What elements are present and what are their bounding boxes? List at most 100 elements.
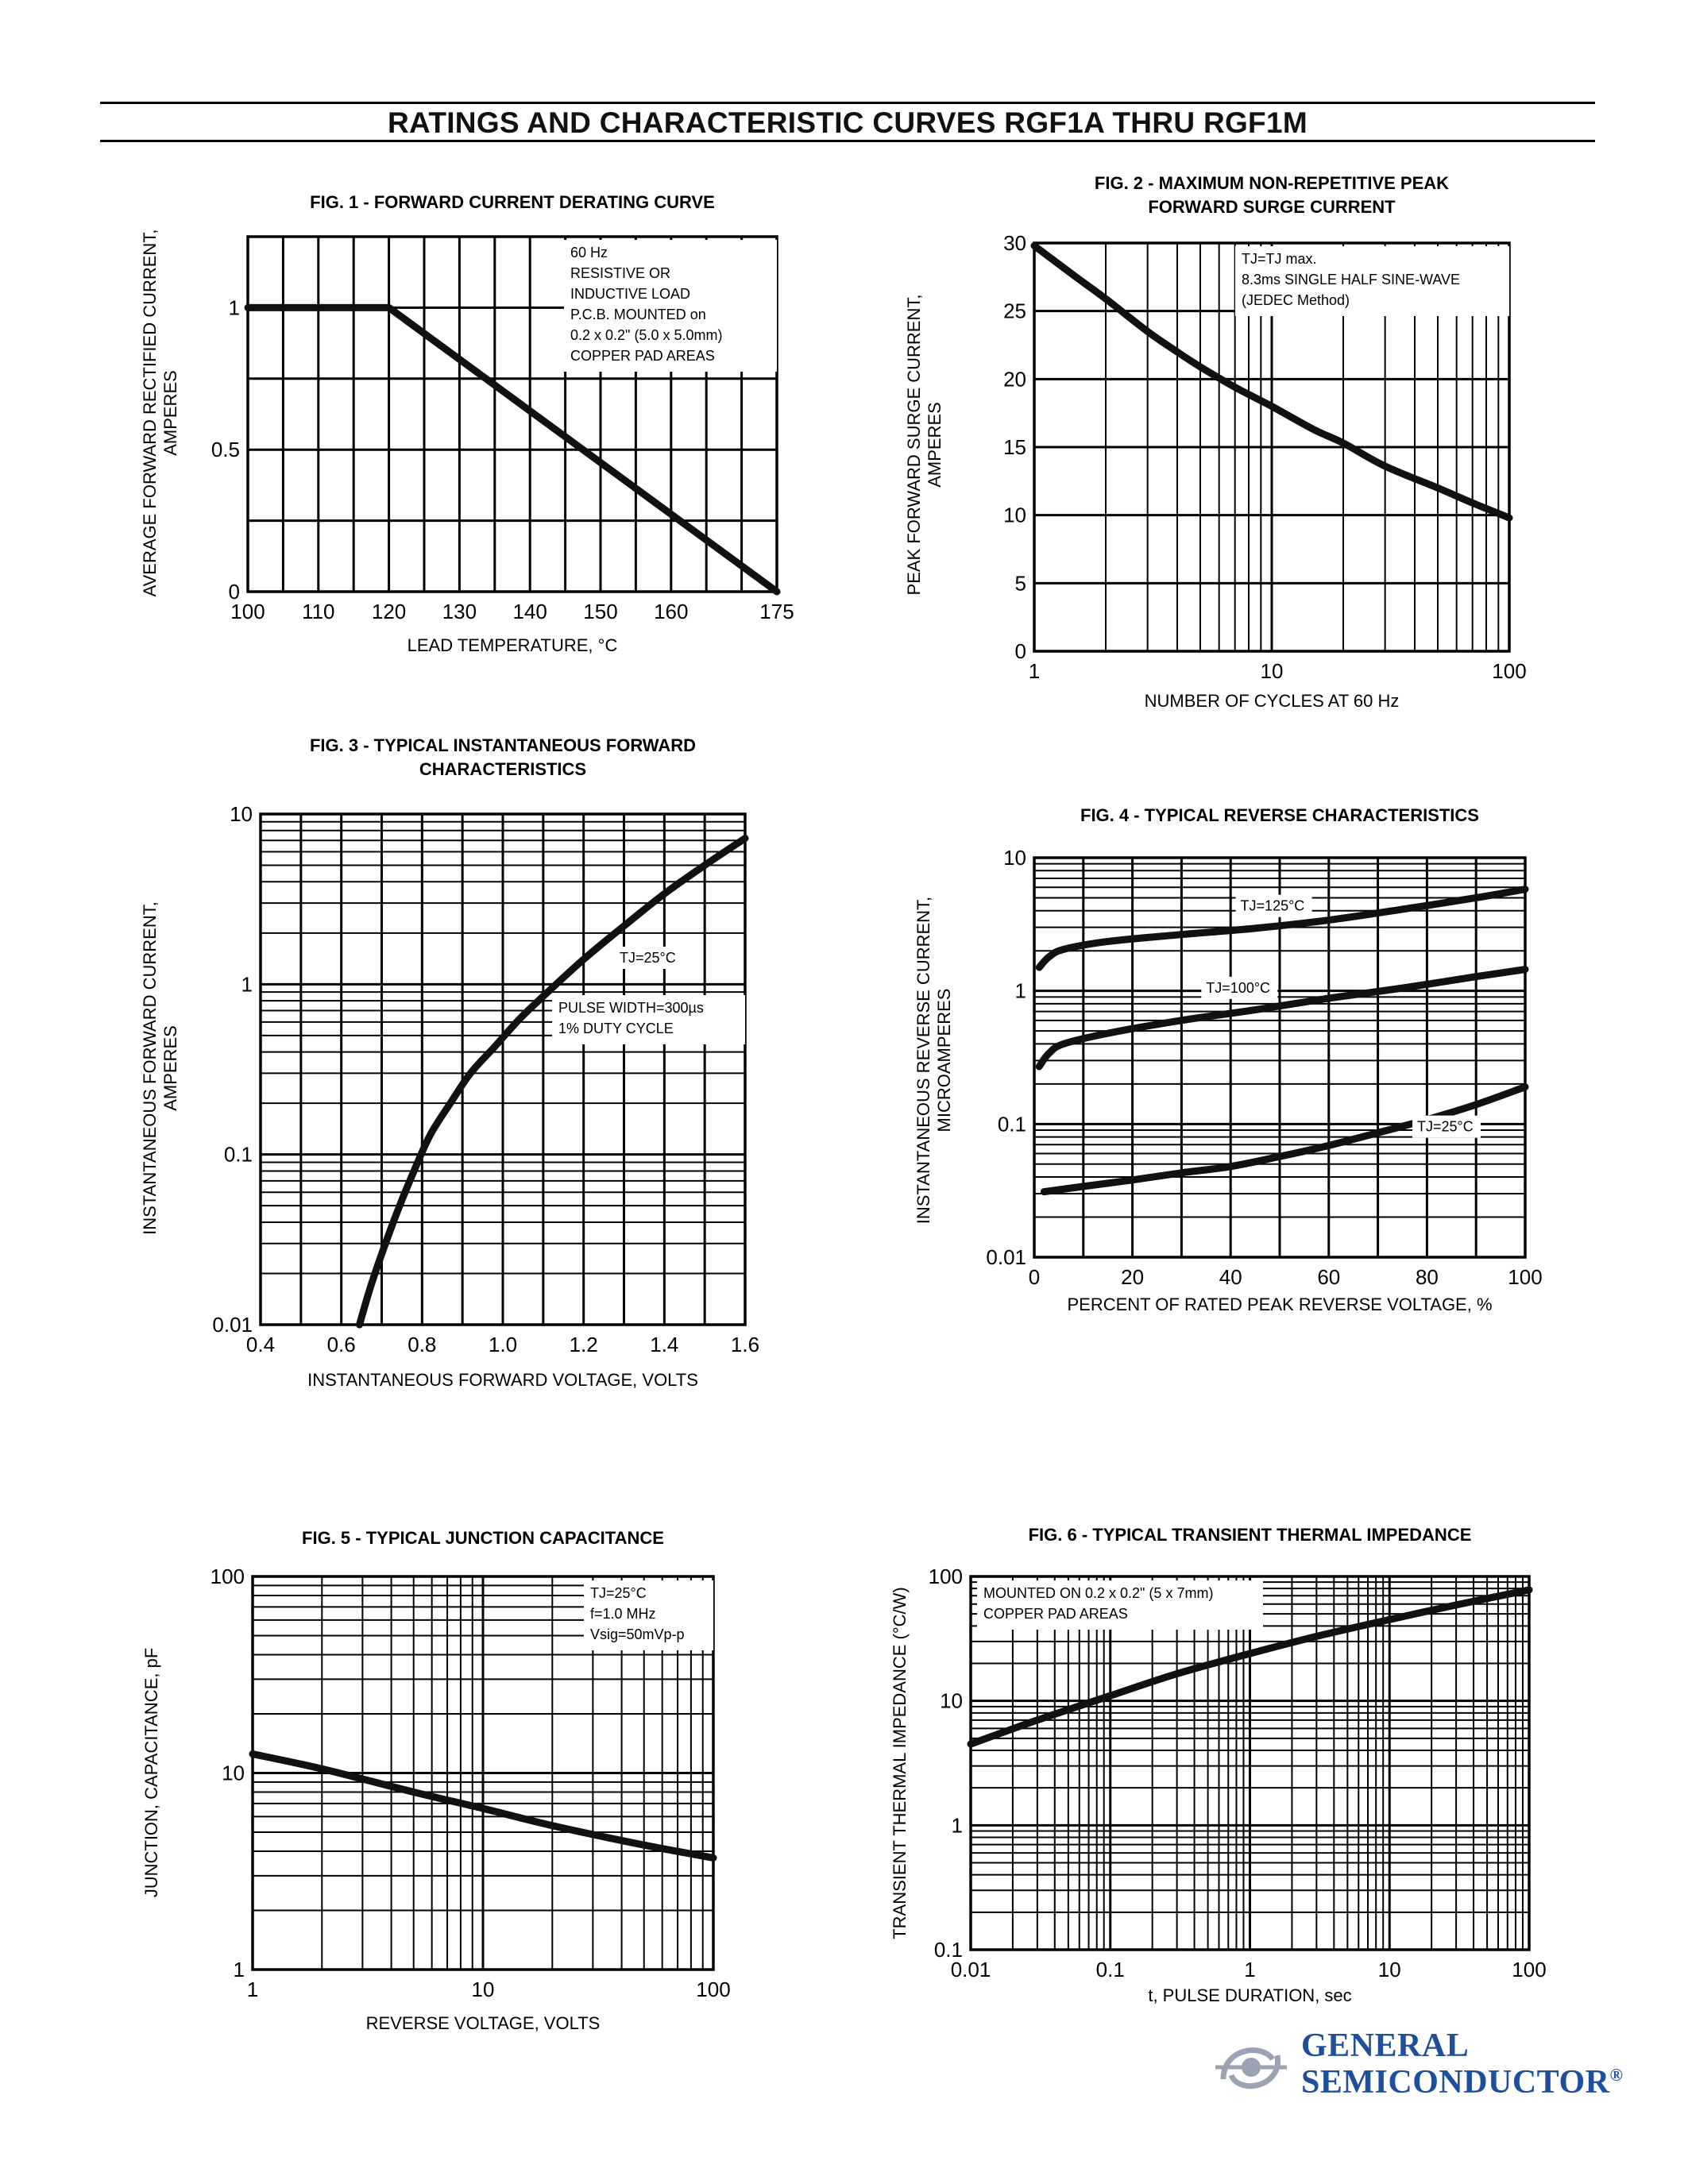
fig3-title-line: CHARACTERISTICS	[419, 759, 586, 779]
fig1-series-line-0	[244, 303, 781, 596]
fig6-y-axis-label: TRANSIENT THERMAL IMPEDANCE (°C/W)	[890, 1587, 910, 1939]
fig6-x-axis-label: t, PULSE DURATION, sec	[1148, 1985, 1351, 2005]
fig1-x-tick-label: 100	[230, 600, 265, 623]
company-logo: GENERAL SEMICONDUCTOR®	[1207, 2024, 1623, 2111]
fig6-annotation-box	[977, 1580, 1263, 1630]
fig1-y-tick-label: 1	[229, 295, 240, 319]
fig4-series-label-box	[1201, 976, 1278, 999]
fig2-y-tick-label: 10	[1003, 504, 1026, 527]
fig4-x-tick-label: 0	[1029, 1265, 1040, 1289]
logo-symbol-icon	[1215, 2047, 1287, 2089]
fig4-title-line: FIG. 4 - TYPICAL REVERSE CHARACTERISTICS	[1080, 805, 1479, 825]
fig5-y-tick-label: 10	[222, 1761, 245, 1785]
fig1-x-axis-label: LEAD TEMPERATURE, °C	[408, 635, 618, 655]
fig4-x-tick-label: 100	[1508, 1265, 1542, 1289]
fig4-series-label: TJ=25°C	[1417, 1119, 1474, 1135]
fig6-annotation-text: COPPER PAD AREAS	[983, 1606, 1128, 1622]
fig4-y-axis-label: INSTANTANEOUS REVERSE CURRENT,	[914, 897, 933, 1224]
fig4-x-tick-label: 40	[1219, 1265, 1242, 1289]
fig6-x-tick-label: 1	[1244, 1958, 1255, 1981]
fig1-x-tick-label: 140	[513, 600, 547, 623]
fig1-x-tick-label: 130	[442, 600, 477, 623]
fig1-y-axis-label: AMPERES	[160, 370, 180, 456]
logo-text-general: GENERAL	[1301, 2028, 1470, 2064]
fig2-x-tick-label: 1	[1029, 659, 1040, 683]
fig6-y-tick-label: 0.1	[934, 1938, 963, 1962]
fig6-annotation: MOUNTED ON 0.2 x 0.2" (5 x 7mm) COPPER PA…	[977, 1580, 1263, 1630]
fig3-x-tick-label: 0.8	[408, 1333, 436, 1356]
fig5-y-tick-label: 100	[211, 1565, 245, 1588]
fig3-x-tick-label: 1.4	[650, 1333, 678, 1356]
fig3-x-tick-label: 0.6	[327, 1333, 356, 1356]
fig5-x-tick-label: 100	[696, 1978, 730, 2001]
fig5-y-tick-label: 1	[234, 1958, 245, 1981]
fig5-plot-frame	[251, 1575, 715, 1971]
fig3-series-line-0	[356, 835, 749, 1329]
fig4-x-tick-label: 60	[1317, 1265, 1340, 1289]
fig3-x-axis-label: INSTANTANEOUS FORWARD VOLTAGE, VOLTS	[307, 1370, 698, 1390]
fig5-x-tick-label: 1	[247, 1978, 258, 2001]
fig4-y-axis-label: MICROAMPERES	[934, 989, 954, 1133]
fig6-y-tick-label: 10	[940, 1689, 963, 1713]
fig1-annotation-box	[564, 240, 777, 372]
fig3-y-axis-label: INSTANTANEOUS FORWARD CURRENT,	[140, 901, 160, 1235]
fig1-title-line: FIG. 1 - FORWARD CURRENT DERATING CURVE	[310, 192, 715, 212]
fig4-y-tick-label: 10	[1003, 846, 1026, 870]
fig3-tj-label: TJ=25°C	[620, 950, 676, 966]
fig1-annotation-text: COPPER PAD AREAS	[570, 348, 715, 364]
fig3-y-tick-label: 0.01	[212, 1313, 253, 1337]
fig2-annotation-text: (JEDEC Method)	[1242, 292, 1350, 308]
fig5-x-tick-label: 10	[472, 1978, 495, 2001]
fig4-x-tick-label: 20	[1121, 1265, 1144, 1289]
fig4-series-label-box	[1235, 894, 1312, 917]
fig4-series-label: TJ=100°C	[1206, 980, 1270, 996]
fig4-series-label: TJ=125°C	[1241, 898, 1305, 914]
fig6-x-tick-label: 100	[1512, 1958, 1546, 1981]
fig1-x-tick-label: 160	[654, 600, 688, 623]
fig3-tj-label-box	[613, 947, 693, 969]
fig1-annotation-text: RESISTIVE OR	[570, 265, 670, 281]
fig4-series-line-2	[1040, 1083, 1529, 1196]
fig1-y-tick-label: 0.5	[211, 438, 240, 461]
fig2-y-tick-label: 15	[1003, 435, 1026, 459]
fig3-y-axis-label: AMPERES	[160, 1025, 180, 1111]
fig4-y-tick-label: 1	[1015, 979, 1026, 1003]
fig5-annotation-box	[584, 1580, 713, 1650]
fig4-x-axis-label: PERCENT OF RATED PEAK REVERSE VOLTAGE, %	[1067, 1295, 1492, 1314]
fig2-y-tick-label: 0	[1015, 639, 1026, 663]
fig4-y-tick-label: 0.01	[986, 1245, 1026, 1269]
fig3-y-tick-label: 0.1	[224, 1143, 253, 1167]
page-title: RATINGS AND CHARACTERISTIC CURVES RGF1A …	[388, 106, 1308, 139]
fig2-series-line-0	[1030, 241, 1513, 522]
fig1-annotation-text: INDUCTIVE LOAD	[570, 286, 690, 302]
fig2-annotation-text: TJ=TJ max.	[1242, 251, 1317, 267]
fig6-x-tick-label: 0.01	[951, 1958, 991, 1981]
fig5-title-line: FIG. 5 - TYPICAL JUNCTION CAPACITANCE	[302, 1528, 664, 1548]
fig5-annotation-text: Vsig=50mVp-p	[590, 1626, 685, 1642]
fig6-x-tick-label: 10	[1378, 1958, 1401, 1981]
top-rule	[100, 102, 1595, 104]
fig5-y-axis-label: JUNCTION, CAPACITANCE, pF	[141, 1648, 161, 1898]
fig1-annotation-text: 60 Hz	[570, 245, 608, 260]
title-rule	[100, 140, 1595, 142]
fig3-grid	[259, 812, 747, 1326]
fig3-annotation-text: PULSE WIDTH=300µs	[558, 1000, 704, 1016]
fig2-x-tick-label: 100	[1492, 659, 1526, 683]
fig5-series-line-0	[249, 1750, 717, 1862]
fig3-annotation-text: 1% DUTY CYCLE	[558, 1021, 674, 1036]
fig5-annotation: TJ=25°C f=1.0 MHz Vsig=50mVp-p	[584, 1580, 713, 1650]
fig2-y-tick-label: 5	[1015, 571, 1026, 595]
fig3-annotation: PULSE WIDTH=300µs 1% DUTY CYCLE TJ=25°C	[552, 947, 745, 1044]
fig2-x-axis-label: NUMBER OF CYCLES AT 60 Hz	[1145, 691, 1400, 711]
fig2-x-tick-label: 10	[1261, 659, 1284, 683]
fig2-y-tick-label: 25	[1003, 299, 1026, 323]
fig6-annotation-text: MOUNTED ON 0.2 x 0.2" (5 x 7mm)	[983, 1585, 1213, 1601]
fig2-title-line: FIG. 2 - MAXIMUM NON-REPETITIVE PEAK	[1095, 173, 1449, 193]
fig1-y-tick-label: 0	[229, 580, 240, 604]
registered-mark: ®	[1609, 2065, 1624, 2085]
fig2-title-line: FORWARD SURGE CURRENT	[1148, 197, 1396, 217]
